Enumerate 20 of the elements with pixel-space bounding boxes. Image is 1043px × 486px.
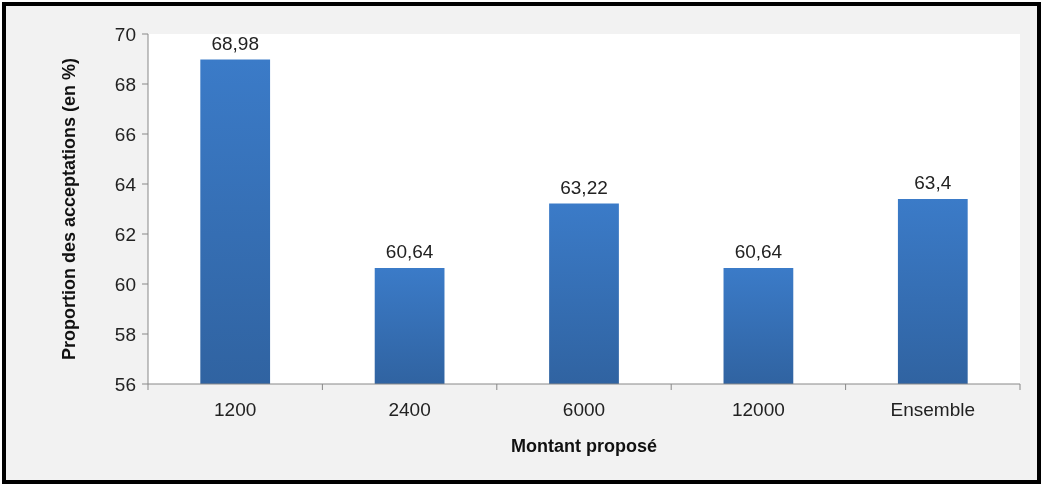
x-tick-label: 2400 — [388, 399, 431, 420]
x-axis-title: Montant proposé — [511, 436, 657, 456]
x-tick-label: Ensemble — [890, 399, 976, 420]
y-tick-label: 66 — [114, 123, 136, 145]
y-axis-title: Proportion des acceptations (en %) — [59, 57, 79, 361]
y-tick-label: 62 — [114, 223, 136, 245]
x-tick-label: 6000 — [562, 399, 606, 420]
data-label: 63,4 — [914, 172, 952, 193]
y-tick-label: 60 — [114, 273, 136, 295]
data-label: 63,22 — [560, 176, 608, 198]
y-tick-label: 68 — [114, 73, 136, 95]
x-tick-label: 12000 — [731, 399, 785, 420]
data-label: 60,64 — [734, 241, 783, 262]
x-tick-label: 1200 — [214, 399, 257, 420]
y-tick-label: 70 — [114, 23, 136, 45]
data-label: 68,98 — [211, 32, 259, 54]
data-label: 60,64 — [385, 241, 434, 262]
y-tick-label: 64 — [114, 173, 137, 195]
y-tick-label: 56 — [114, 373, 136, 395]
y-tick-label: 58 — [114, 323, 136, 345]
